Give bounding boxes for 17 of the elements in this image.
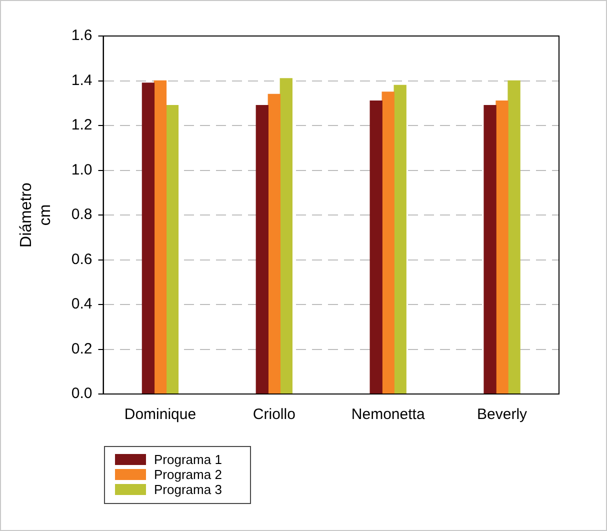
legend-label: Programa 3 bbox=[154, 482, 222, 497]
y-axis-title: Diámetro cm bbox=[18, 182, 54, 248]
legend-label: Programa 1 bbox=[154, 452, 222, 467]
y-tick-label: 0.8 bbox=[71, 206, 92, 224]
y-tick-label: 1.2 bbox=[71, 116, 92, 134]
x-tick-label: Nemonetta bbox=[351, 406, 426, 424]
y-tick-label: 1.4 bbox=[71, 72, 92, 89]
y-tick-label: 0.0 bbox=[71, 385, 92, 402]
x-tick-label: Beverly bbox=[477, 406, 528, 424]
x-tick-label: Criollo bbox=[252, 406, 296, 424]
y-tick-label: 0.4 bbox=[71, 296, 92, 313]
y-tick-label: 0.6 bbox=[71, 250, 92, 268]
legend-label: Programa 2 bbox=[154, 467, 222, 482]
y-tick-label: 1.0 bbox=[71, 161, 92, 178]
x-tick-label: Dominique bbox=[124, 406, 196, 424]
y-tick-label: 0.2 bbox=[71, 340, 92, 358]
y-tick-label: 1.6 bbox=[71, 27, 92, 44]
